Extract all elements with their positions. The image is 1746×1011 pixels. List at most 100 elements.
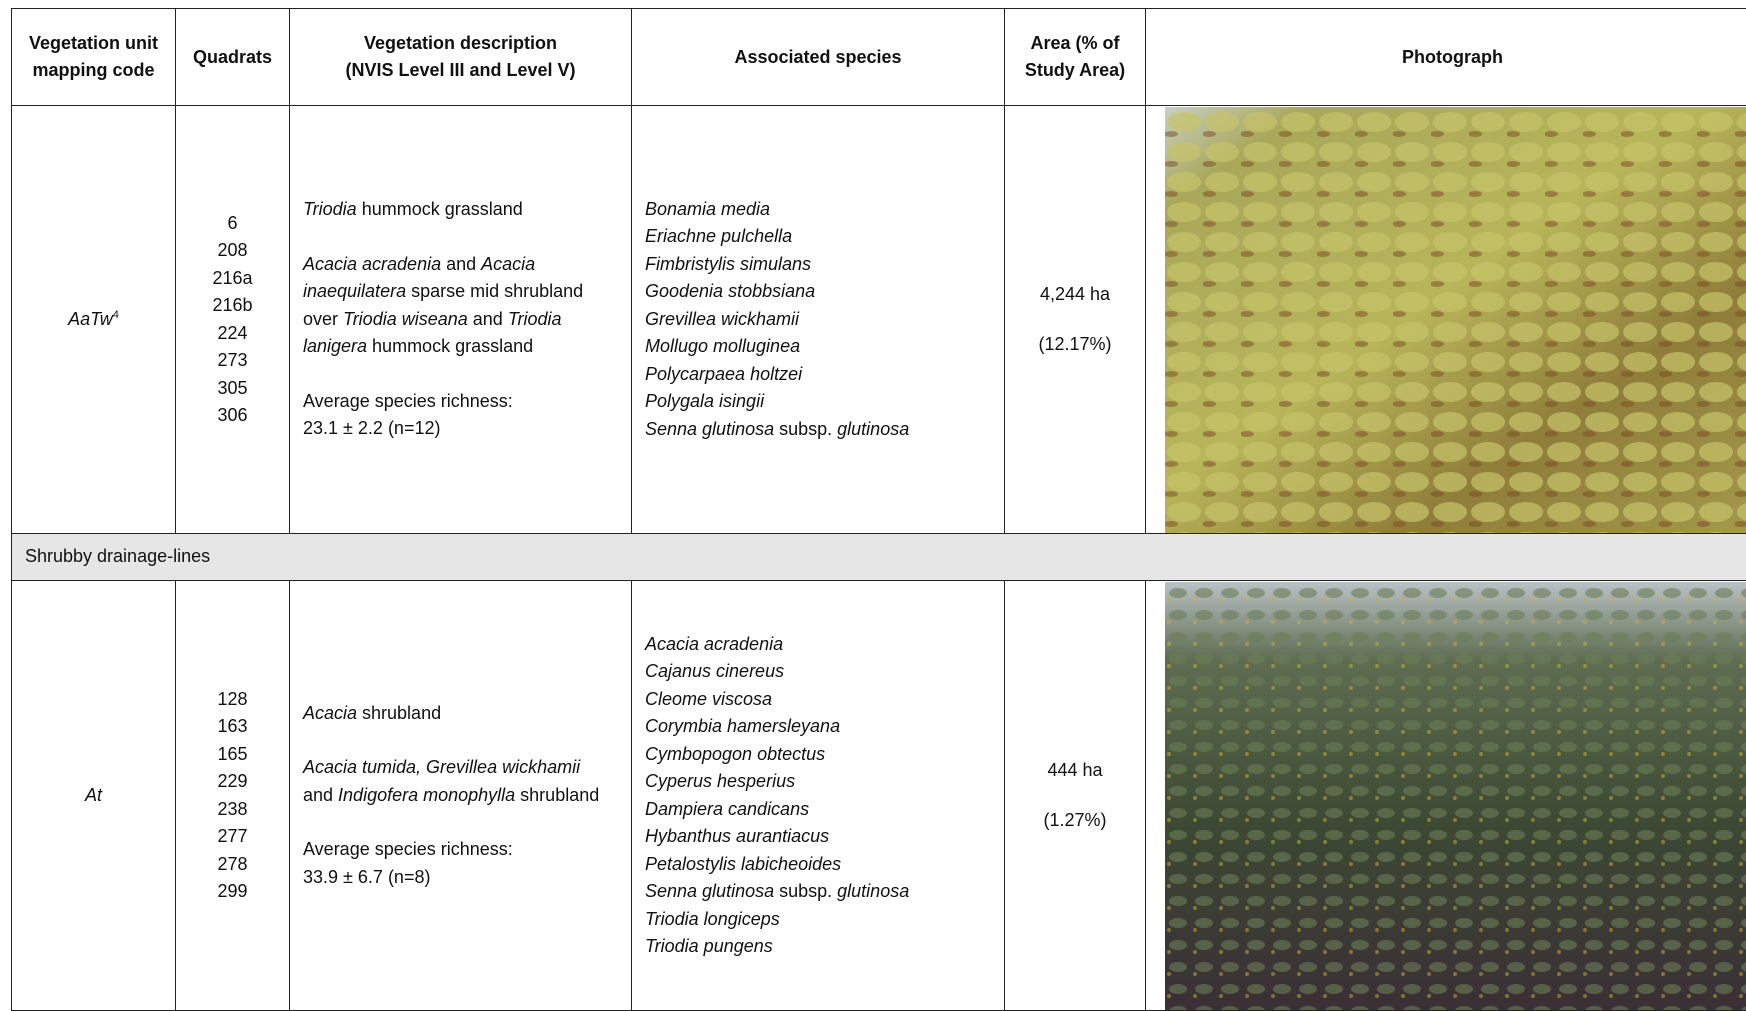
italic-run: Corymbia hamersleyana [645, 716, 841, 736]
italic-run: Indigofera monophylla [338, 784, 516, 805]
header-cell: Quadrats [176, 8, 290, 106]
description-paragraph: Acacia tumida, Grevillea wickhamii and I… [303, 754, 603, 809]
quadrat: 208 [217, 240, 248, 260]
photo-image [1165, 582, 1746, 1010]
richness-line: Average species richness: [303, 390, 513, 411]
species: Corymbia hamersleyana [645, 713, 1004, 741]
quadrat: 216b [212, 295, 253, 315]
species: Triodia pungens [645, 933, 1004, 961]
italic-run: Bonamia media [645, 198, 771, 219]
header-line: Vegetation description [363, 33, 558, 53]
header-line: (NVIS Level III and Level V) [345, 60, 576, 80]
italic-run: At [84, 784, 102, 805]
richness-line: Average species richness: [303, 839, 513, 860]
italic-run: Hybanthus aurantiacus [645, 826, 830, 846]
text-run: and [441, 253, 482, 274]
code-cell: AaTw4 [11, 106, 176, 534]
quadrats-cell: 6 208 216a 216b 224 273 305 306 [176, 106, 290, 534]
description: Acacia shrubland Acacia tumida, Grevillea… [303, 700, 603, 892]
quadrat: 306 [217, 405, 248, 425]
species: Triodia longiceps [645, 906, 1004, 934]
header-cell: Vegetation unit mapping code [11, 8, 176, 106]
description-paragraph: Triodia hummock grassland [303, 196, 603, 224]
text-run: subsp. [774, 418, 838, 439]
species: Grevillea wickhamii [645, 306, 1004, 334]
quadrat: 6 [227, 212, 238, 233]
description-cell: Triodia hummock grassland Acacia acradeni… [290, 106, 632, 534]
richness: Average species richness: 33.9 ± 6.7 (n=8… [303, 836, 603, 891]
italic-run: Acacia tumida, Grevillea wickhamii [303, 757, 581, 778]
code-cell: At [11, 581, 176, 1011]
species-cell: Bonamia media Eriachne pulchella Fimbristy… [632, 106, 1005, 534]
italic-run: Triodia longiceps [645, 908, 780, 929]
description-cell: Acacia shrubland Acacia tumida, Grevillea… [290, 581, 632, 1011]
italic-run: Mollugo molluginea [645, 336, 801, 357]
quadrat: 238 [217, 798, 248, 819]
superscript: 4 [112, 308, 119, 321]
italic-run: Polygala isingii [645, 391, 765, 412]
area-cell: 444 ha (1.27%) [1005, 581, 1146, 1011]
species: Cleome viscosa [645, 686, 1004, 714]
photograph [1165, 107, 1746, 533]
italic-run: Acacia [303, 702, 358, 723]
italic-run: Senna glutinosa [645, 418, 775, 439]
italic-run: Cyperus hesperius [645, 771, 796, 791]
italic-run: Eriachne pulchella [645, 226, 793, 247]
header-cell: Associated species [632, 8, 1005, 106]
header-cell: Area (% of Study Area) [1005, 8, 1146, 106]
italic-run: Triodia lanigera [303, 308, 562, 357]
species: Bonamia media [645, 196, 1004, 224]
text-run: hummock grassland [367, 336, 534, 357]
species: Mollugo molluginea [645, 333, 1004, 361]
text-run: hummock grassland [356, 199, 523, 220]
photograph [1165, 582, 1746, 1010]
italic-run: Dampiera candicans [645, 798, 810, 819]
section-row: Shrubby drainage-lines [11, 534, 1746, 581]
description-paragraph: Acacia acradenia and Acacia inaequilater… [303, 251, 603, 361]
species: Cajanus cinereus [645, 658, 1004, 686]
species: Acacia acradenia [645, 631, 1004, 659]
photo-image [1165, 107, 1746, 533]
italic-run: Fimbristylis simulans [645, 253, 812, 274]
species: Polygala isingii [645, 388, 1004, 416]
text-run: and [467, 308, 508, 329]
italic-run: Acacia acradenia [303, 253, 442, 274]
italic-run: glutinosa [837, 881, 910, 901]
quadrat: 229 [217, 771, 248, 791]
quadrats-cell: 128 163 165 229 238 277 278 299 [176, 581, 290, 1011]
species: Goodenia stobbsiana [645, 278, 1004, 306]
species: Cyperus hesperius [645, 768, 1004, 796]
code: At [85, 782, 102, 810]
header-text: Vegetation unit mapping code [28, 33, 158, 80]
italic-run: Cymbopogon obtectus [645, 743, 826, 764]
text-run: subsp. [774, 881, 838, 901]
header-text: Area (% of Study Area) [1024, 33, 1126, 80]
italic-run: Cajanus cinereus [645, 661, 785, 681]
description: Triodia hummock grassland Acacia acradeni… [303, 196, 603, 443]
species: Petalostylis labicheoides [645, 851, 1004, 879]
italic-run: Triodia wiseana [343, 308, 468, 329]
italic-run: Acacia acradenia [645, 633, 784, 654]
description-paragraph: Acacia shrubland [303, 700, 603, 728]
richness: Average species richness: 23.1 ± 2.2 (n=1… [303, 388, 603, 443]
header-text: Associated species [734, 46, 902, 67]
italic-run: Senna glutinosa [645, 881, 775, 901]
quadrat: 216a [212, 267, 253, 288]
italic-run: Cleome viscosa [645, 688, 773, 709]
header-cell: Photograph [1146, 8, 1746, 106]
text-run: sparse mid shrubland over [303, 281, 584, 329]
section-title: Shrubby drainage-lines [25, 546, 211, 567]
area-percent: (1.27%) [1043, 810, 1107, 830]
italic-run: Grevillea wickhamii [645, 308, 800, 329]
richness-line: 23.1 ± 2.2 (n=12) [303, 418, 441, 439]
quadrat: 273 [217, 350, 248, 370]
header-text: Quadrats [192, 46, 273, 67]
header-cell: Vegetation description (NVIS Level III an… [290, 8, 632, 106]
header-text: Photograph [1402, 46, 1503, 67]
quadrat: 165 [217, 743, 248, 764]
photo-cell [1146, 106, 1746, 534]
species: Hybanthus aurantiacus [645, 823, 1004, 851]
species-cell: Acacia acradenia Cajanus cinereus Cleome v… [632, 581, 1005, 1011]
area-value: 4,244 ha [1039, 283, 1111, 304]
